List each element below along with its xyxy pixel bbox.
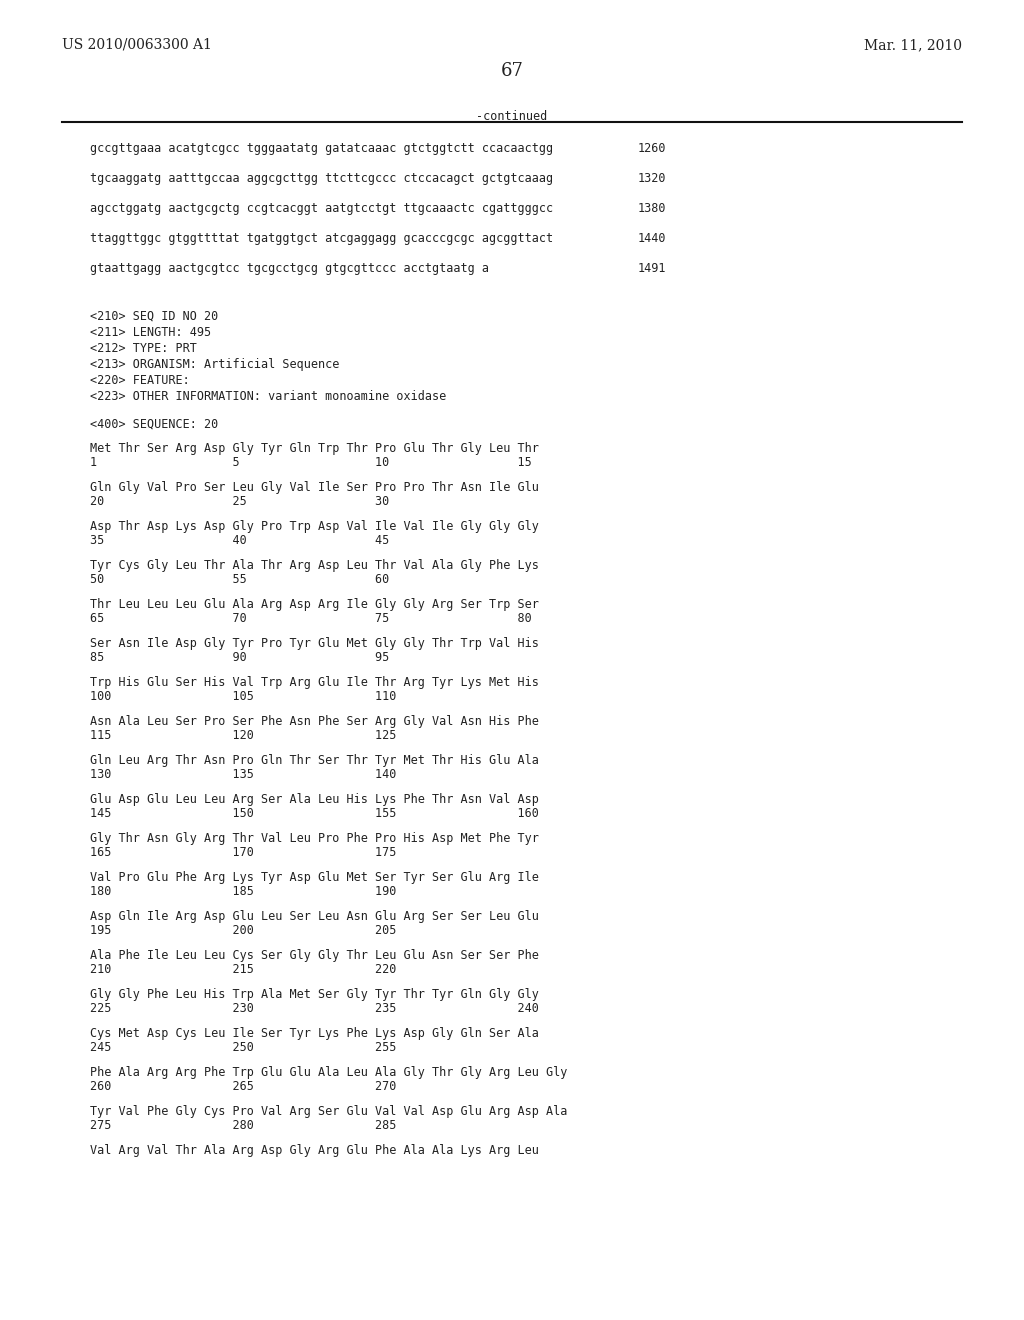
Text: Asn Ala Leu Ser Pro Ser Phe Asn Phe Ser Arg Gly Val Asn His Phe: Asn Ala Leu Ser Pro Ser Phe Asn Phe Ser …	[90, 715, 539, 729]
Text: 165                 170                 175: 165 170 175	[90, 846, 396, 859]
Text: tgcaaggatg aatttgccaa aggcgcttgg ttcttcgccc ctccacagct gctgtcaaag: tgcaaggatg aatttgccaa aggcgcttgg ttcttcg…	[90, 172, 553, 185]
Text: gtaattgagg aactgcgtcc tgcgcctgcg gtgcgttccc acctgtaatg a: gtaattgagg aactgcgtcc tgcgcctgcg gtgcgtt…	[90, 261, 489, 275]
Text: 35                  40                  45: 35 40 45	[90, 535, 389, 546]
Text: Gly Thr Asn Gly Arg Thr Val Leu Pro Phe Pro His Asp Met Phe Tyr: Gly Thr Asn Gly Arg Thr Val Leu Pro Phe …	[90, 832, 539, 845]
Text: Trp His Glu Ser His Val Trp Arg Glu Ile Thr Arg Tyr Lys Met His: Trp His Glu Ser His Val Trp Arg Glu Ile …	[90, 676, 539, 689]
Text: 1380: 1380	[638, 202, 667, 215]
Text: Cys Met Asp Cys Leu Ile Ser Tyr Lys Phe Lys Asp Gly Gln Ser Ala: Cys Met Asp Cys Leu Ile Ser Tyr Lys Phe …	[90, 1027, 539, 1040]
Text: Ala Phe Ile Leu Leu Cys Ser Gly Gly Thr Leu Glu Asn Ser Ser Phe: Ala Phe Ile Leu Leu Cys Ser Gly Gly Thr …	[90, 949, 539, 962]
Text: <211> LENGTH: 495: <211> LENGTH: 495	[90, 326, 211, 339]
Text: <213> ORGANISM: Artificial Sequence: <213> ORGANISM: Artificial Sequence	[90, 358, 339, 371]
Text: 100                 105                 110: 100 105 110	[90, 690, 396, 704]
Text: 50                  55                  60: 50 55 60	[90, 573, 389, 586]
Text: Gly Gly Phe Leu His Trp Ala Met Ser Gly Tyr Thr Tyr Gln Gly Gly: Gly Gly Phe Leu His Trp Ala Met Ser Gly …	[90, 987, 539, 1001]
Text: US 2010/0063300 A1: US 2010/0063300 A1	[62, 38, 212, 51]
Text: 275                 280                 285: 275 280 285	[90, 1119, 396, 1133]
Text: 67: 67	[501, 62, 523, 81]
Text: 195                 200                 205: 195 200 205	[90, 924, 396, 937]
Text: 1260: 1260	[638, 143, 667, 154]
Text: <400> SEQUENCE: 20: <400> SEQUENCE: 20	[90, 418, 218, 432]
Text: 1440: 1440	[638, 232, 667, 246]
Text: Tyr Val Phe Gly Cys Pro Val Arg Ser Glu Val Val Asp Glu Arg Asp Ala: Tyr Val Phe Gly Cys Pro Val Arg Ser Glu …	[90, 1105, 567, 1118]
Text: 1320: 1320	[638, 172, 667, 185]
Text: -continued: -continued	[476, 110, 548, 123]
Text: Phe Ala Arg Arg Phe Trp Glu Glu Ala Leu Ala Gly Thr Gly Arg Leu Gly: Phe Ala Arg Arg Phe Trp Glu Glu Ala Leu …	[90, 1067, 567, 1078]
Text: 245                 250                 255: 245 250 255	[90, 1041, 396, 1053]
Text: 1491: 1491	[638, 261, 667, 275]
Text: 225                 230                 235                 240: 225 230 235 240	[90, 1002, 539, 1015]
Text: 210                 215                 220: 210 215 220	[90, 964, 396, 975]
Text: Glu Asp Glu Leu Leu Arg Ser Ala Leu His Lys Phe Thr Asn Val Asp: Glu Asp Glu Leu Leu Arg Ser Ala Leu His …	[90, 793, 539, 807]
Text: 145                 150                 155                 160: 145 150 155 160	[90, 807, 539, 820]
Text: Met Thr Ser Arg Asp Gly Tyr Gln Trp Thr Pro Glu Thr Gly Leu Thr: Met Thr Ser Arg Asp Gly Tyr Gln Trp Thr …	[90, 442, 539, 455]
Text: 20                  25                  30: 20 25 30	[90, 495, 389, 508]
Text: Asp Thr Asp Lys Asp Gly Pro Trp Asp Val Ile Val Ile Gly Gly Gly: Asp Thr Asp Lys Asp Gly Pro Trp Asp Val …	[90, 520, 539, 533]
Text: gccgttgaaa acatgtcgcc tgggaatatg gatatcaaac gtctggtctt ccacaactgg: gccgttgaaa acatgtcgcc tgggaatatg gatatca…	[90, 143, 553, 154]
Text: Val Arg Val Thr Ala Arg Asp Gly Arg Glu Phe Ala Ala Lys Arg Leu: Val Arg Val Thr Ala Arg Asp Gly Arg Glu …	[90, 1144, 539, 1158]
Text: 65                  70                  75                  80: 65 70 75 80	[90, 612, 531, 624]
Text: 130                 135                 140: 130 135 140	[90, 768, 396, 781]
Text: Ser Asn Ile Asp Gly Tyr Pro Tyr Glu Met Gly Gly Thr Trp Val His: Ser Asn Ile Asp Gly Tyr Pro Tyr Glu Met …	[90, 638, 539, 649]
Text: Thr Leu Leu Leu Glu Ala Arg Asp Arg Ile Gly Gly Arg Ser Trp Ser: Thr Leu Leu Leu Glu Ala Arg Asp Arg Ile …	[90, 598, 539, 611]
Text: Mar. 11, 2010: Mar. 11, 2010	[864, 38, 962, 51]
Text: 180                 185                 190: 180 185 190	[90, 884, 396, 898]
Text: 85                  90                  95: 85 90 95	[90, 651, 389, 664]
Text: 260                 265                 270: 260 265 270	[90, 1080, 396, 1093]
Text: Tyr Cys Gly Leu Thr Ala Thr Arg Asp Leu Thr Val Ala Gly Phe Lys: Tyr Cys Gly Leu Thr Ala Thr Arg Asp Leu …	[90, 558, 539, 572]
Text: Asp Gln Ile Arg Asp Glu Leu Ser Leu Asn Glu Arg Ser Ser Leu Glu: Asp Gln Ile Arg Asp Glu Leu Ser Leu Asn …	[90, 909, 539, 923]
Text: 115                 120                 125: 115 120 125	[90, 729, 396, 742]
Text: agcctggatg aactgcgctg ccgtcacggt aatgtcctgt ttgcaaactc cgattgggcc: agcctggatg aactgcgctg ccgtcacggt aatgtcc…	[90, 202, 553, 215]
Text: <210> SEQ ID NO 20: <210> SEQ ID NO 20	[90, 310, 218, 323]
Text: Gln Gly Val Pro Ser Leu Gly Val Ile Ser Pro Pro Thr Asn Ile Glu: Gln Gly Val Pro Ser Leu Gly Val Ile Ser …	[90, 480, 539, 494]
Text: Val Pro Glu Phe Arg Lys Tyr Asp Glu Met Ser Tyr Ser Glu Arg Ile: Val Pro Glu Phe Arg Lys Tyr Asp Glu Met …	[90, 871, 539, 884]
Text: <220> FEATURE:: <220> FEATURE:	[90, 374, 189, 387]
Text: Gln Leu Arg Thr Asn Pro Gln Thr Ser Thr Tyr Met Thr His Glu Ala: Gln Leu Arg Thr Asn Pro Gln Thr Ser Thr …	[90, 754, 539, 767]
Text: ttaggttggc gtggttttat tgatggtgct atcgaggagg gcacccgcgc agcggttact: ttaggttggc gtggttttat tgatggtgct atcgagg…	[90, 232, 553, 246]
Text: <212> TYPE: PRT: <212> TYPE: PRT	[90, 342, 197, 355]
Text: 1                   5                   10                  15: 1 5 10 15	[90, 455, 531, 469]
Text: <223> OTHER INFORMATION: variant monoamine oxidase: <223> OTHER INFORMATION: variant monoami…	[90, 389, 446, 403]
